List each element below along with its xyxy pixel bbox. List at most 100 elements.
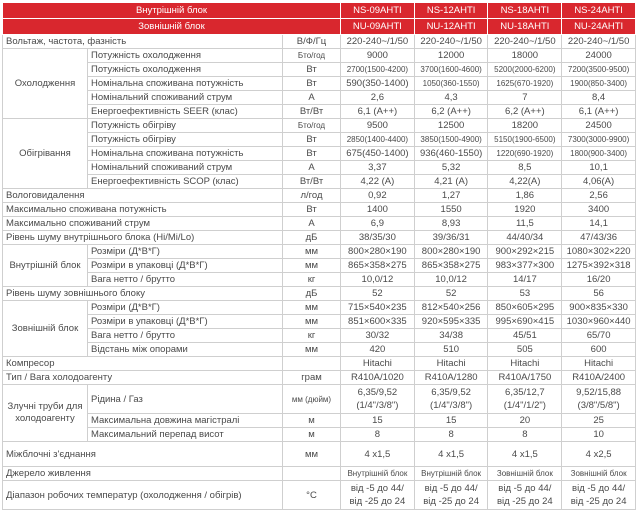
unit-cell: мм (281, 342, 342, 357)
value-cell: 8,5 (487, 160, 563, 175)
table-row: Максимальна довжина магістралі м 15 15 20 25 (3, 413, 636, 428)
unit-cell: Вт (281, 76, 342, 91)
value-cell: 7200(3500-9500) (561, 62, 636, 77)
value-cell: 2850(1400-4400) (340, 132, 415, 147)
row-label: Рівень шуму внутрішнього блока (Hi/Mi/Lo… (2, 230, 283, 245)
value-cell: 4,3 (413, 90, 489, 105)
value-cell: 983×377×300 (487, 258, 563, 273)
row-label: Потужність обігріву (87, 118, 283, 133)
value-cell: 18200 (487, 118, 563, 133)
value-cell: 5,32 (413, 160, 489, 175)
value-cell: 14,1 (561, 216, 636, 231)
value-cell: 5200(2000-6200) (487, 62, 563, 77)
value-cell: 4 x1,5 (487, 441, 563, 467)
unit-cell: Бто/год (281, 118, 342, 133)
value-cell: 7300(3000-9900) (561, 132, 636, 147)
value-cell: 6,1 (A++) (340, 104, 415, 119)
value-cell: 6,2 (A++) (487, 104, 563, 119)
value-cell: 865×358×275 (413, 258, 489, 273)
value-cell: 1050(360-1550) (413, 76, 489, 91)
value-cell: 24500 (561, 118, 636, 133)
table-row: Розміри в упаковці (Д*В*Г) мм 865×358×275 8… (3, 258, 636, 273)
value-cell: 220-240~/1/50 (340, 34, 415, 49)
value-cell: 1900(850-3400) (561, 76, 636, 91)
row-label: Номінальна споживана потужність (87, 146, 283, 161)
value-cell: 10,0/12 (340, 272, 415, 287)
value-cell: 865×358×275 (340, 258, 415, 273)
value-cell: 4,21 (A) (413, 174, 489, 189)
row-label: Енергоефективність SEER (клас) (87, 104, 283, 119)
value-cell: 1920 (487, 202, 563, 217)
value-cell: 1550 (413, 202, 489, 217)
value-cell: 4 x2,5 (561, 441, 636, 467)
table-row: Номінальна споживана потужність Вт 675(450… (3, 146, 636, 161)
value-cell: 5150(1900-6500) (487, 132, 563, 147)
value-cell: 52 (340, 286, 415, 301)
unit-cell: Вт/Вт (281, 104, 342, 119)
model-outer: NU-18AHTI (487, 18, 563, 35)
value-cell: 6,35/9,52 (1/4"/3/8") (413, 384, 489, 414)
value-cell: 1625(670-1920) (487, 76, 563, 91)
value-cell: 3,37 (340, 160, 415, 175)
row-label: Потужність обігріву (87, 132, 283, 147)
value-cell: 2700(1500-4200) (340, 62, 415, 77)
value-cell: 47/43/36 (561, 230, 636, 245)
table-row: Вологовидалення л/год 0,92 1,27 1,86 2,56 (2, 188, 636, 203)
value-cell: 600 (561, 342, 636, 357)
value-cell: 38/35/30 (340, 230, 415, 245)
unit-cell: мм (дюйм) (281, 384, 342, 414)
table-row: Максимально споживана потужність Вт 1400 15… (2, 202, 636, 217)
unit-cell: дБ (281, 286, 342, 301)
value-cell: 8 (487, 427, 563, 442)
value-cell: 10 (561, 427, 636, 442)
value-cell: 812×540×256 (413, 300, 489, 315)
row-label: Діапазон робочих температур (охолодження… (2, 480, 283, 510)
value-cell: 3700(1600-4600) (413, 62, 489, 77)
value-cell: R410A/2400 (561, 370, 636, 385)
row-label: Тип / Вага холодоагенту (2, 370, 283, 385)
row-label: Вага нетто / брутто (87, 328, 283, 343)
value-cell: 590(350-1400) (340, 76, 415, 91)
row-label: Вологовидалення (2, 188, 283, 203)
unit-cell: мм (281, 244, 342, 259)
table-row: Максимально споживаний струм А 6,9 8,93 11,5… (2, 216, 636, 231)
row-label: Номінальний споживаний струм (87, 90, 283, 105)
value-cell: 65/70 (561, 328, 636, 343)
value-cell: 1,86 (487, 188, 563, 203)
table-row: Вага нетто / брутто кг 10,0/12 10,0/12 14/17… (3, 272, 636, 287)
inner-unit-header: Внутрішній блок (1, 2, 342, 19)
value-cell: 220-240~/1/50 (413, 34, 489, 49)
unit-cell: А (281, 90, 342, 105)
unit-cell: мм (281, 314, 342, 329)
unit-cell (281, 356, 342, 371)
row-label: Потужність охолодження (87, 62, 283, 77)
unit-cell: мм (281, 441, 342, 467)
row-label: Розміри в упаковці (Д*В*Г) (87, 258, 283, 273)
value-cell: 4 x1,5 (340, 441, 415, 467)
value-cell: 6,35/12,7 (1/4"/1/2") (487, 384, 563, 414)
value-cell: 1030×960×440 (561, 314, 636, 329)
value-cell: 420 (340, 342, 415, 357)
header-row-outer: Зовнішній блок NU-09AHTI NU-12AHTI NU-18… (1, 18, 636, 35)
value-cell: Hitachi (413, 356, 489, 371)
table-row: Номінальний споживаний струм А 3,37 5,32 8,5… (3, 160, 636, 175)
table-row: Джерело живлення Внутрішній блок Внутрішні… (2, 466, 636, 481)
value-cell: R410A/1020 (340, 370, 415, 385)
value-cell: 1800(900-3400) (561, 146, 636, 161)
value-cell: 6,1 (A++) (561, 104, 636, 119)
group-label: Злучні труби для холодоагенту (2, 384, 88, 442)
value-cell: 510 (413, 342, 489, 357)
model-inner: NS-18AHTI (487, 2, 563, 19)
value-cell: 11,5 (487, 216, 563, 231)
table-row: Енергоефективність SCOP (клас) Вт/Вт 4,22 … (3, 174, 636, 189)
unit-cell: мм (281, 300, 342, 315)
row-label: Вольтаж, частота, фазність (2, 34, 283, 49)
value-cell: 0,92 (340, 188, 415, 203)
table-row: Злучні труби для холодоагенту Рідина / Га… (2, 384, 636, 442)
value-cell: 1400 (340, 202, 415, 217)
table-row: Діапазон робочих температур (охолодження… (2, 480, 636, 510)
value-cell: 6,9 (340, 216, 415, 231)
value-cell: 851×600×335 (340, 314, 415, 329)
unit-cell: Бто/год (281, 48, 342, 63)
